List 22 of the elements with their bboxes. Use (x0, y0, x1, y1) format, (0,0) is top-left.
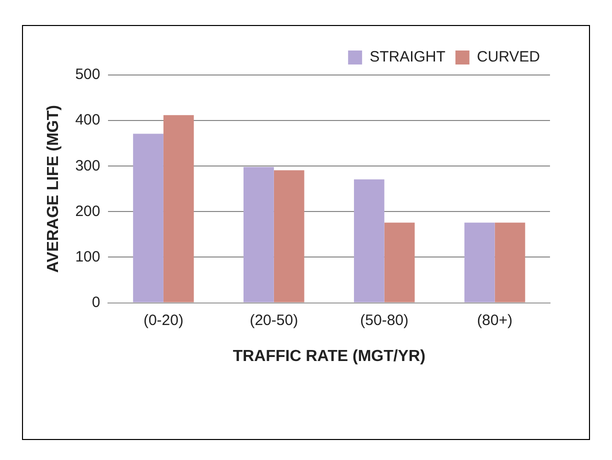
bar (163, 115, 194, 302)
x-axis-title: TRAFFIC RATE (MGT/YR) (232, 348, 426, 365)
bar (494, 222, 526, 302)
y-tick-label: 400 (75, 112, 100, 129)
x-tick-label: (20-50) (250, 312, 298, 329)
y-tick-label: 300 (75, 157, 100, 174)
y-tick-label: 500 (75, 66, 100, 84)
y-axis-title: AVERAGE LIFE (MGT) (45, 105, 62, 273)
bar (133, 134, 164, 302)
bar (464, 222, 495, 302)
y-tick-label: 200 (75, 202, 100, 220)
legend-label: CURVED (476, 48, 540, 66)
x-tick-label: (80+) (477, 312, 512, 329)
y-tick-label: 0 (92, 294, 100, 311)
legend-label: STRAIGHT (370, 48, 446, 66)
x-tick-label: (50-80) (360, 312, 409, 329)
y-tick-label: 100 (75, 248, 100, 266)
x-tick-label: (0-20) (143, 312, 184, 329)
bar (274, 170, 304, 302)
bar (244, 167, 274, 302)
bar (384, 222, 415, 302)
bar (354, 179, 384, 302)
